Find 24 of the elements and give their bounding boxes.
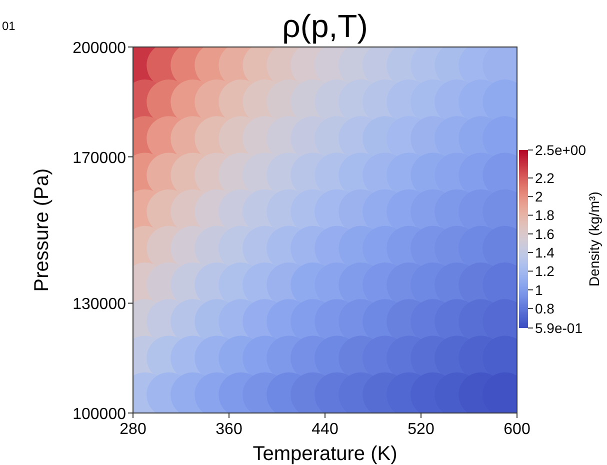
y-tick-label: 130000 <box>72 296 126 314</box>
x-tick-label: 600 <box>504 421 530 438</box>
color-bar-label: 0.8 <box>535 300 555 316</box>
color-bar-title: Density (kg/m³) <box>586 192 602 286</box>
text: 01 <box>2 19 16 33</box>
color-bar-label: 2.2 <box>535 170 555 186</box>
y-tick-label: 100000 <box>72 406 126 423</box>
x-axis-title: Temperature (K) <box>252 443 398 465</box>
color-bar-label: 1.2 <box>535 263 555 280</box>
y-axis-title: Pressure (Pa) <box>31 168 53 292</box>
color-bar-label: 1 <box>535 282 543 298</box>
color-bar-label: 1.6 <box>535 226 555 242</box>
chart-title: ρ(p,T) <box>282 8 368 44</box>
x-tick-label: 280 <box>120 421 146 438</box>
x-tick-label: 520 <box>408 421 434 438</box>
x-tick-label: 440 <box>312 421 338 438</box>
y-tick-label: 170000 <box>72 150 126 167</box>
color-bar-label: 2 <box>535 188 543 205</box>
color-bar-label: 2.5e+00 <box>535 142 586 158</box>
color-bar-label: 5.9e-01 <box>535 320 583 336</box>
color-bar-label: 1.4 <box>535 244 555 261</box>
color-bar-label: 1.8 <box>535 207 555 224</box>
y-tick-label: 200000 <box>72 40 126 57</box>
x-tick-label: 360 <box>216 421 242 438</box>
